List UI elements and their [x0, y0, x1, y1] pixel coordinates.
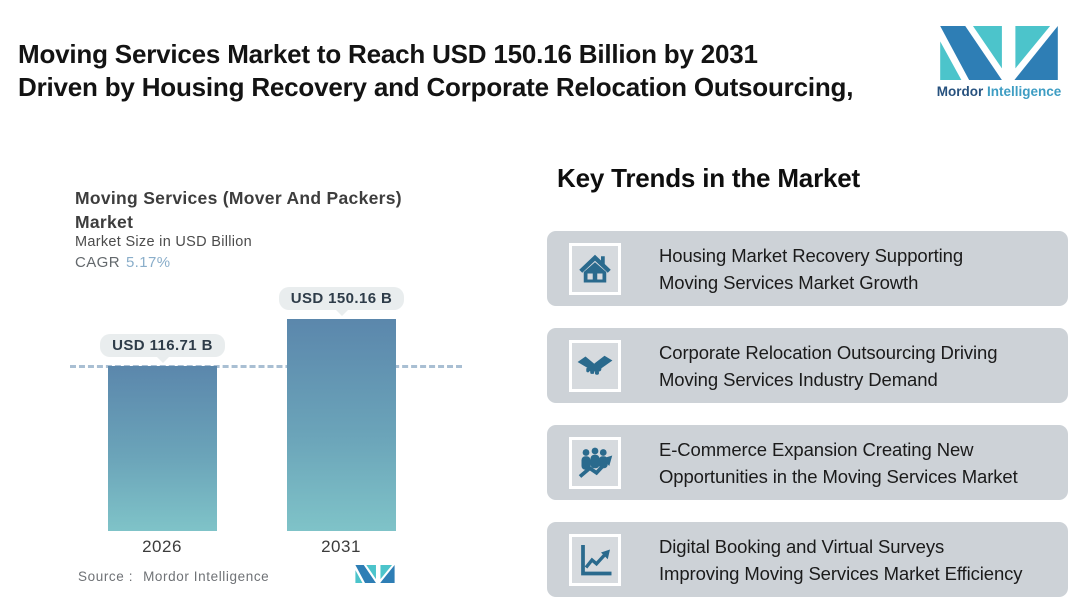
reference-dashed-line	[70, 365, 462, 368]
source-label: Source :	[78, 569, 134, 584]
bar-chart: USD 116.71 B USD 150.16 B	[70, 280, 472, 531]
chart-cagr: CAGR 5.17%	[75, 254, 170, 271]
value-label-2026: USD 116.71 B	[100, 334, 225, 357]
chart-title-line1: Moving Services (Mover And Packers)	[75, 188, 402, 208]
trend-text-line1: E-Commerce Expansion Creating New	[659, 438, 974, 460]
mordor-logo-icon-small	[355, 565, 395, 583]
brand-name-primary: Mordor	[936, 84, 984, 99]
trend-text-line2: Moving Services Industry Demand	[659, 368, 938, 390]
page-title-line1: Moving Services Market to Reach USD 150.…	[18, 39, 758, 69]
page-title-line2: Driven by Housing Recovery and Corporate…	[18, 72, 854, 102]
trend-text-line1: Housing Market Recovery Supporting	[659, 244, 964, 266]
house-icon	[569, 242, 621, 295]
source-attribution: Source : Mordor Intelligence	[78, 569, 269, 584]
value-label-2031: USD 150.16 B	[278, 287, 405, 310]
trend-text-line2: Moving Services Market Growth	[659, 271, 919, 293]
handshake-icon	[569, 339, 621, 392]
brand-name: Mordor Intelligence	[936, 84, 1062, 99]
mordor-logo-icon	[940, 26, 1058, 80]
source-value: Mordor Intelligence	[143, 569, 270, 584]
trend-card-corporate: Corporate Relocation Outsourcing Driving…	[547, 328, 1068, 403]
trend-text: Corporate Relocation Outsourcing Driving…	[659, 339, 998, 393]
trend-text: E-Commerce Expansion Creating New Opport…	[659, 436, 1018, 490]
trend-text-line2: Opportunities in the Moving Services Mar…	[659, 465, 1018, 487]
cagr-value: 5.17%	[125, 254, 171, 271]
bar-2026	[108, 366, 217, 531]
x-axis-label-2031: 2031	[321, 537, 361, 556]
bar-group-2026: USD 116.71 B	[100, 334, 225, 531]
trend-card-ecommerce: E-Commerce Expansion Creating New Opport…	[547, 425, 1068, 500]
bar-group-2031: USD 150.16 B	[278, 287, 405, 531]
people-growth-icon	[569, 436, 621, 489]
trend-text-line1: Corporate Relocation Outsourcing Driving	[659, 341, 998, 363]
trends-heading: Key Trends in the Market	[557, 163, 860, 193]
trend-text: Digital Booking and Virtual Surveys Impr…	[659, 533, 1023, 587]
chart-title: Moving Services (Mover And Packers) Mark…	[75, 186, 475, 234]
bar-2031	[287, 319, 396, 531]
trend-card-digital: Digital Booking and Virtual Surveys Impr…	[547, 522, 1068, 597]
chart-title-line2: Market	[75, 212, 134, 232]
brand-logo: Mordor Intelligence	[936, 26, 1062, 99]
page-title: Moving Services Market to Reach USD 150.…	[18, 38, 928, 104]
trend-text-line2: Improving Moving Services Market Efficie…	[659, 562, 1023, 584]
brand-name-secondary: Intelligence	[986, 84, 1062, 99]
trend-text-line1: Digital Booking and Virtual Surveys	[659, 535, 945, 557]
x-axis-label-2026: 2026	[142, 537, 182, 556]
chart-subtitle: Market Size in USD Billion	[75, 234, 253, 250]
cagr-label: CAGR	[75, 254, 120, 271]
chart-growth-icon	[569, 533, 621, 586]
trend-card-housing: Housing Market Recovery Supporting Movin…	[547, 231, 1068, 306]
trend-text: Housing Market Recovery Supporting Movin…	[659, 242, 963, 296]
